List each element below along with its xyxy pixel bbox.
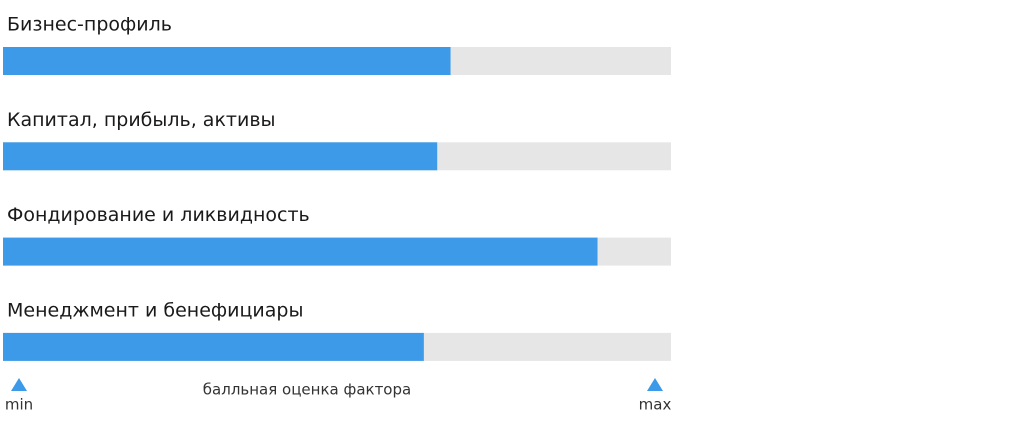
- bar: [3, 332, 424, 361]
- x-tick-label: min: [5, 396, 33, 414]
- tick-marker: [647, 378, 663, 391]
- bar: [3, 47, 451, 75]
- bar: [3, 142, 438, 171]
- category-label: Менеджмент и бенефициары: [7, 299, 304, 321]
- bar: [3, 237, 598, 266]
- x-tick-label: max: [639, 396, 672, 414]
- tick-marker: [11, 378, 27, 391]
- category-label: Бизнес-профиль: [7, 14, 172, 36]
- x-axis-label: балльная оценка фактора: [203, 381, 411, 399]
- category-label: Капитал, прибыль, активы: [7, 109, 276, 131]
- category-label: Фондирование и ликвидность: [7, 204, 310, 226]
